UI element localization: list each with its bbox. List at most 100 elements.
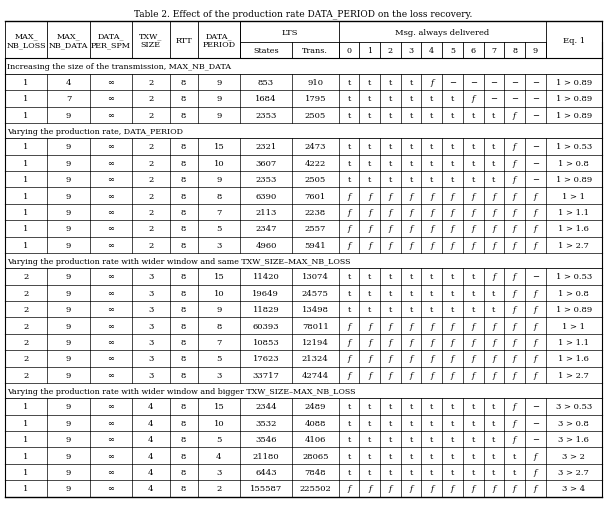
Text: t: t (472, 468, 475, 476)
Text: t: t (513, 451, 516, 460)
Text: 8: 8 (181, 241, 186, 249)
Text: 8: 8 (181, 289, 186, 297)
Text: 3 > 0.53: 3 > 0.53 (555, 402, 592, 411)
Text: DATA_
PERIOD: DATA_ PERIOD (202, 32, 236, 49)
Text: t: t (451, 419, 454, 427)
Text: 6: 6 (470, 47, 476, 55)
Text: t: t (492, 143, 495, 151)
Text: 8: 8 (181, 322, 186, 330)
Text: t: t (388, 468, 392, 476)
Text: 8: 8 (181, 338, 186, 346)
Text: ∞: ∞ (107, 484, 114, 492)
Text: f: f (410, 484, 413, 492)
Text: f: f (534, 209, 537, 217)
Text: t: t (410, 451, 413, 460)
Text: 2353: 2353 (255, 112, 277, 120)
Text: t: t (451, 176, 454, 184)
Text: ∞: ∞ (107, 435, 114, 443)
Text: 33717: 33717 (253, 371, 279, 379)
Text: ∞: ∞ (107, 209, 114, 217)
Text: t: t (410, 160, 413, 168)
Text: 5: 5 (450, 47, 455, 55)
Text: 2: 2 (24, 338, 29, 346)
Text: 7848: 7848 (305, 468, 326, 476)
Text: f: f (492, 273, 495, 281)
Text: 9: 9 (66, 160, 71, 168)
Text: f: f (389, 484, 392, 492)
Text: f: f (492, 322, 495, 330)
Text: t: t (410, 95, 413, 103)
Text: t: t (347, 176, 351, 184)
Text: t: t (368, 402, 371, 411)
Text: 3: 3 (148, 322, 154, 330)
Text: 7: 7 (216, 338, 222, 346)
Text: t: t (368, 435, 371, 443)
Text: t: t (368, 112, 371, 120)
Text: 8: 8 (181, 451, 186, 460)
Text: t: t (472, 289, 475, 297)
Text: 15: 15 (214, 143, 224, 151)
Text: −: − (532, 143, 539, 151)
Text: 9: 9 (66, 143, 71, 151)
Text: 3: 3 (148, 306, 154, 314)
Text: 7601: 7601 (305, 192, 326, 200)
Text: t: t (347, 289, 351, 297)
Text: 8: 8 (181, 143, 186, 151)
Text: t: t (368, 273, 371, 281)
Text: f: f (492, 209, 495, 217)
Text: 3 > 1.6: 3 > 1.6 (558, 435, 589, 443)
Text: f: f (348, 338, 351, 346)
Text: 8: 8 (181, 160, 186, 168)
Text: t: t (388, 419, 392, 427)
Text: f: f (348, 371, 351, 379)
Text: 9: 9 (66, 241, 71, 249)
Text: t: t (492, 289, 495, 297)
Text: t: t (492, 160, 495, 168)
Text: t: t (492, 451, 495, 460)
Text: −: − (532, 402, 539, 411)
Text: f: f (472, 338, 475, 346)
Text: 60393: 60393 (253, 322, 279, 330)
Text: f: f (513, 225, 516, 233)
Text: f: f (389, 225, 392, 233)
Text: t: t (430, 468, 433, 476)
Text: f: f (451, 355, 454, 363)
Text: t: t (430, 306, 433, 314)
Text: 4: 4 (148, 435, 154, 443)
Text: 1 > 0.53: 1 > 0.53 (555, 143, 592, 151)
Text: 2: 2 (24, 306, 29, 314)
Text: TXW_
SIZE: TXW_ SIZE (139, 32, 163, 49)
Text: f: f (472, 192, 475, 200)
Text: t: t (410, 289, 413, 297)
Text: 3: 3 (148, 273, 154, 281)
Text: 3: 3 (148, 371, 154, 379)
Text: t: t (472, 176, 475, 184)
Text: f: f (513, 419, 516, 427)
Text: ∞: ∞ (107, 273, 114, 281)
Text: f: f (513, 143, 516, 151)
Text: f: f (451, 371, 454, 379)
Text: f: f (472, 225, 475, 233)
Text: 9: 9 (216, 112, 222, 120)
Text: 10853: 10853 (253, 338, 279, 346)
Text: ∞: ∞ (107, 468, 114, 476)
Text: 4960: 4960 (255, 241, 277, 249)
Text: f: f (492, 371, 495, 379)
Text: 3: 3 (409, 47, 414, 55)
Text: f: f (513, 371, 516, 379)
Text: 8: 8 (181, 273, 186, 281)
Text: f: f (534, 306, 537, 314)
Text: t: t (347, 160, 351, 168)
Text: t: t (388, 176, 392, 184)
Text: t: t (451, 273, 454, 281)
Text: 3: 3 (216, 468, 222, 476)
Text: t: t (492, 112, 495, 120)
Text: f: f (513, 176, 516, 184)
Text: 1: 1 (367, 47, 372, 55)
Text: f: f (348, 484, 351, 492)
Text: t: t (347, 95, 351, 103)
Text: 15: 15 (214, 273, 224, 281)
Text: t: t (430, 435, 433, 443)
Text: 9: 9 (66, 176, 71, 184)
Text: 9: 9 (66, 468, 71, 476)
